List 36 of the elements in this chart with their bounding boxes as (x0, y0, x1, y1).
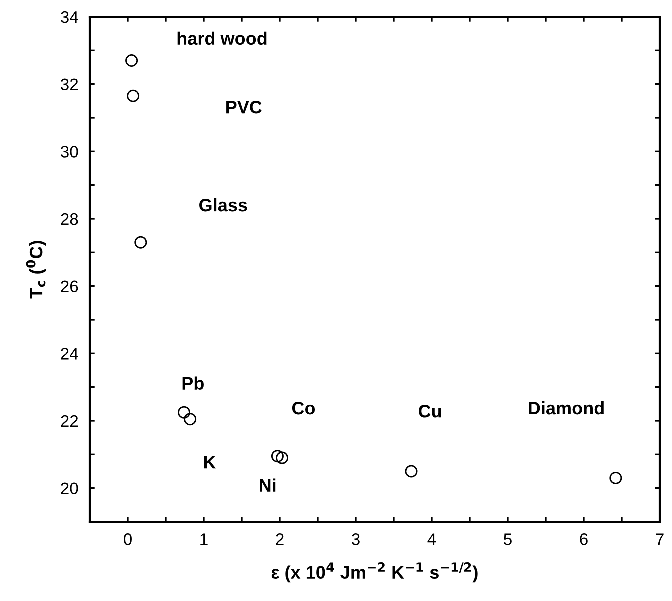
point (178, 406, 190, 419)
y-tick-label: 32 (60, 78, 78, 91)
point (134, 236, 148, 249)
y-tick-label: 22 (61, 415, 78, 428)
x-tick-label: 5 (504, 534, 512, 546)
point (405, 465, 418, 478)
y-tick-label: 24 (61, 348, 78, 360)
point (126, 54, 138, 68)
y-tick-label: 28 (61, 213, 78, 226)
x-tick-label: 3 (352, 534, 360, 546)
annotation: K (204, 456, 216, 469)
annotation: Diamond (529, 401, 604, 415)
x-tick-label: 4 (428, 534, 436, 546)
point (127, 90, 140, 102)
y-axis-title: T$_{c}$ ($^{0}$C) (26, 241, 46, 299)
annotation: Glass (200, 198, 248, 212)
annotation: hard wood (178, 32, 267, 46)
text: ε (x 10$^{4}$ Jm$^{−2}$ K$^{−1}$ s$^{−1/2}$) (272, 562, 478, 583)
annotation: Cu (419, 404, 442, 418)
annotation: Ni (260, 478, 276, 492)
y-tick-label: 34 (60, 11, 78, 24)
x-tick-label: 6 (580, 534, 588, 546)
x-tick-label: 1 (200, 534, 208, 546)
y-tick-label: 30 (60, 146, 78, 158)
point (610, 472, 622, 484)
point (271, 450, 284, 463)
annotation: PVC (226, 100, 262, 114)
point (276, 452, 289, 464)
x-tick-label: 7 (656, 534, 664, 546)
y-tick-label: 20 (61, 482, 78, 495)
annotation: Pb (182, 376, 204, 390)
y-tick-label: 26 (61, 280, 78, 293)
annotation: Co (292, 402, 316, 415)
x-tick-label: 0 (124, 534, 132, 546)
point (184, 413, 197, 426)
x-tick-label: 2 (276, 534, 284, 546)
